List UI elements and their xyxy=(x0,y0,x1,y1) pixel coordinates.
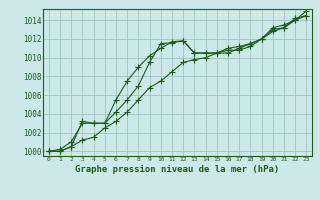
X-axis label: Graphe pression niveau de la mer (hPa): Graphe pression niveau de la mer (hPa) xyxy=(76,165,280,174)
